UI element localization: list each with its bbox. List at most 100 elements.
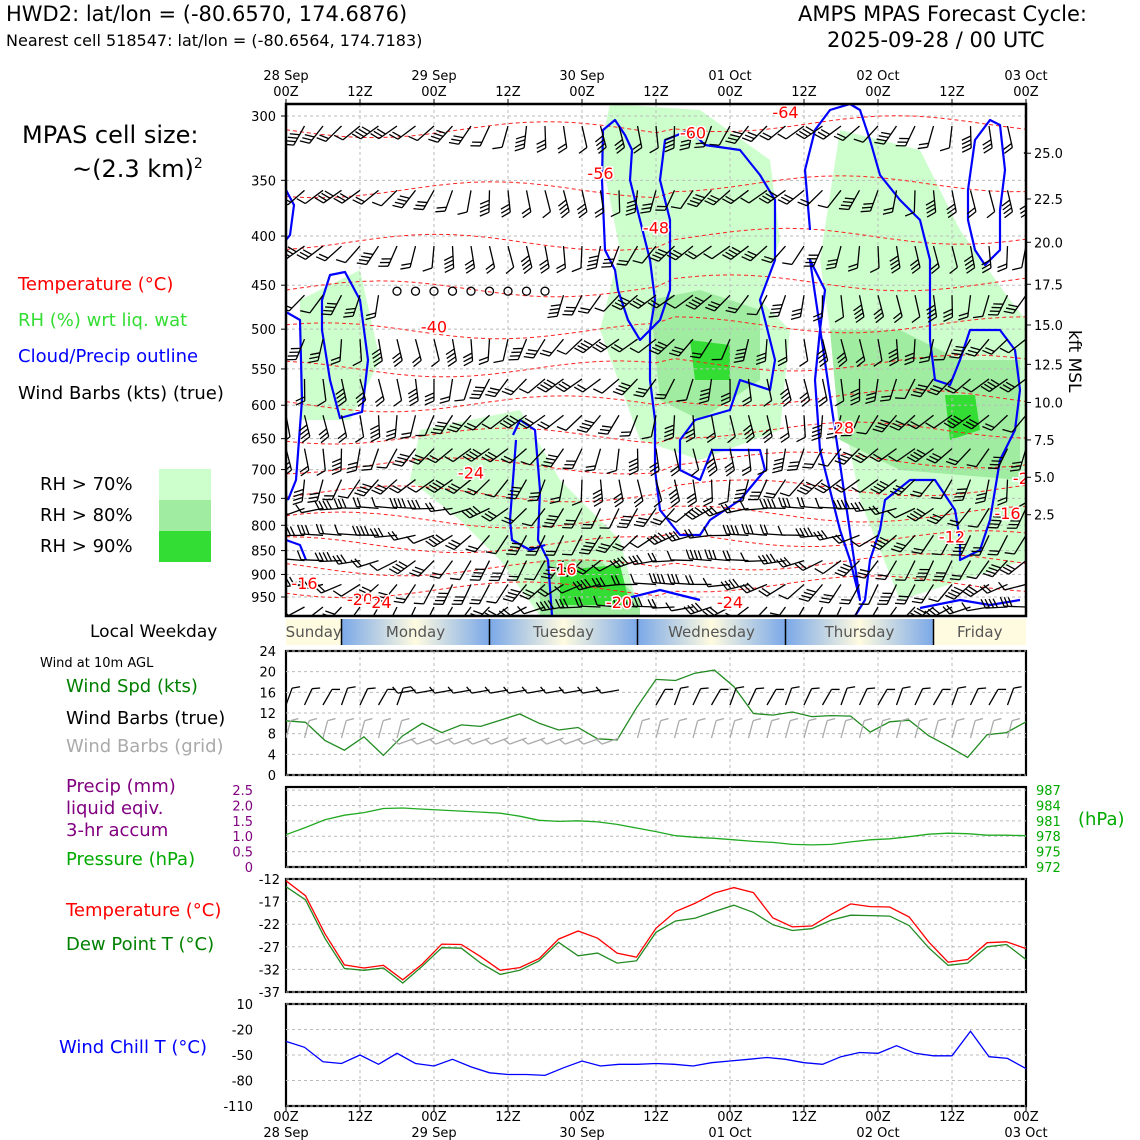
wind-barb [350,558,379,568]
wind-barb [814,479,842,494]
pressure-tick-label: 978 [1036,830,1061,845]
wind-barb [393,378,403,407]
wind-barb [388,560,416,575]
wind-barb [346,448,361,474]
wind-barb [352,497,379,510]
wind-barb [803,245,824,267]
grid-wind-barb [821,717,836,739]
wind-barb [943,414,971,429]
wind-barb [633,479,644,508]
wind-barb [464,479,490,496]
wind-barb [665,530,694,542]
precip-label1: Precip (mm) [66,776,176,797]
wind-barb [1019,479,1026,507]
wind-barb [733,339,750,364]
wind-barb [685,549,712,562]
surface-wind-barb [359,687,376,706]
grid-wind-barb [392,737,416,745]
wind-barb [979,583,1008,594]
wind-barb [457,190,472,215]
chill-tick-label: 10 [236,998,253,1013]
wind-barb [554,583,583,594]
wind-barb [870,534,897,551]
temp-tick-label: -37 [259,986,280,1001]
temperature-contour [286,274,1026,298]
temperature-contour-label: -20 [606,593,632,612]
wind-barb [601,245,620,268]
wind-barb [776,556,805,568]
wind-barb [817,378,828,407]
wind-barb [594,125,607,154]
surface-wind-barb [322,688,341,706]
wind-barb [547,295,565,319]
wind-barb [757,448,768,476]
pressure-line [285,807,1027,846]
top-hour-label: 12Z [791,85,817,100]
wind-barb [540,560,565,580]
wind-barb [576,414,602,433]
top-date-label: 01 Oct [708,69,751,84]
wind-barb [592,338,620,353]
wind-barb-grid-label: Wind Barbs (grid) [66,736,224,757]
weekday-band [785,619,934,645]
weekday-band [933,619,1026,645]
weekday-band [286,619,342,645]
wind-barb [641,415,657,440]
cloud-outline [808,258,862,602]
wind-barb [356,245,380,266]
wind-barb [422,245,435,272]
wind-barb [698,378,713,405]
wind-barb [741,125,768,143]
wind-barb [962,414,990,430]
pressure-tick-label: 400 [251,230,276,245]
wind-barb [981,245,992,274]
temperature-contour-label: -48 [643,219,669,238]
calm-wind-circle [447,286,458,296]
wind-barb [571,479,583,506]
wind-barb [386,606,398,616]
wind-barb [409,560,435,577]
wind-barb [369,415,381,443]
wind-barb [980,378,1008,393]
wind-barb [465,534,490,553]
wind-barb [906,448,934,463]
wind-barb [562,294,583,316]
wind-barb [539,338,564,357]
pressure-tick-label: 300 [251,110,276,125]
wind-barb [668,479,681,508]
wind-barb [888,448,916,462]
wind-barb [748,479,768,501]
wind-barb [611,595,638,608]
wind-barb [851,479,879,493]
wind-barb [300,294,324,314]
wind-barb [525,535,546,556]
wind-barb [998,581,1026,591]
wind-barb [951,535,972,556]
wind-barb [694,125,713,149]
bottom-hour-label: 00Z [273,1110,299,1125]
surface-wind-barb [655,688,674,706]
wind-barb [814,560,842,575]
wind-barb [814,125,842,140]
wind-barb [286,338,287,359]
wind-barb [860,190,879,213]
wind-barb [928,584,953,603]
grid-wind-barb [595,737,620,745]
wind-barb [424,378,435,406]
temperature-contour [286,354,1026,378]
wind-barb [909,245,921,274]
wind-barb [741,523,768,536]
wind-barb [493,339,509,364]
wind-barb [557,125,568,154]
wind-barb [316,448,326,477]
wind-barb [408,125,435,142]
calm-wind-circle [466,286,476,296]
grid-wind-barb [969,717,984,739]
top-hour-label: 12Z [643,85,669,100]
wind-barb [593,378,620,394]
surface-wind-barb [895,686,911,706]
pressure-tick-label: 975 [1036,846,1061,861]
wind-barb [865,378,879,404]
weekday-band [489,619,638,645]
